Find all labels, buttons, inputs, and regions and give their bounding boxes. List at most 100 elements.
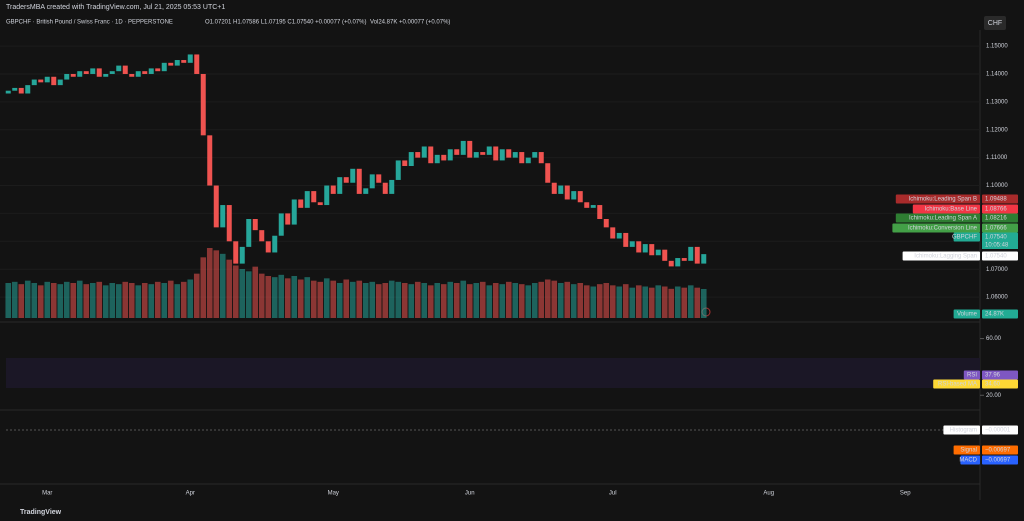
volume-bar	[434, 283, 441, 318]
candle-body	[311, 191, 317, 203]
indicator-name: Ichimoku:Leading Span B	[909, 197, 977, 203]
volume-bar	[128, 283, 135, 318]
candle-body	[603, 218, 609, 228]
volume-bar	[421, 283, 428, 318]
candle-body	[532, 152, 538, 158]
volume-bar	[83, 284, 90, 318]
indicator-name: MACD	[959, 458, 977, 464]
rsi-tick-label: 20.00	[986, 393, 1002, 399]
candle-body	[681, 258, 687, 261]
candle-body	[395, 160, 401, 180]
x-tick-label: Apr	[186, 491, 195, 497]
candle-body	[272, 235, 278, 253]
x-tick-label: Sep	[900, 491, 911, 497]
candle-body	[571, 191, 577, 200]
indicator-value: 1.07540	[985, 235, 1007, 241]
volume-bar	[590, 286, 597, 318]
candle-body	[701, 254, 707, 264]
indicator-value: 34.60	[985, 382, 1001, 388]
y-tick-label: 1.15000	[986, 44, 1008, 50]
candle-body	[434, 154, 440, 164]
indicator-name-box	[943, 425, 980, 435]
volume-bar	[622, 284, 629, 318]
candle-body	[369, 174, 375, 189]
indicator-value: 1.07666	[985, 226, 1007, 232]
indicator-name: Volume	[957, 312, 978, 318]
volume-bar	[538, 281, 545, 318]
candle-body	[636, 241, 642, 253]
y-tick-label: 1.12000	[986, 127, 1008, 133]
volume-bar	[687, 285, 694, 318]
volume-bar	[486, 285, 493, 318]
x-tick-label: Jul	[609, 491, 617, 497]
volume-bar	[655, 285, 662, 318]
candle-body	[337, 177, 343, 194]
candle-body	[187, 54, 193, 63]
candle-body	[402, 160, 408, 167]
brand: TradingView	[20, 509, 62, 516]
volume-bar	[427, 285, 434, 318]
volume-bar	[187, 279, 194, 318]
candle-body	[558, 185, 564, 194]
indicator-value: 1.08766	[985, 207, 1007, 213]
volume-bar	[219, 253, 226, 318]
currency-box[interactable]	[984, 16, 1006, 30]
candle-body	[389, 179, 395, 194]
candle-body	[590, 205, 596, 208]
candle-body	[694, 246, 700, 264]
volume-bar	[375, 284, 382, 318]
indicator-name: Ichimoku:Base Line	[925, 207, 978, 213]
volume-bar	[148, 284, 155, 318]
volume-bar	[24, 280, 31, 318]
indicator-name-box	[953, 309, 980, 319]
volume-bar	[395, 281, 402, 318]
volume-bar	[278, 274, 285, 318]
indicator-value: 1.09488	[985, 197, 1007, 203]
indicator-value-box	[982, 309, 1018, 319]
indicator-value: −0.00697	[985, 448, 1011, 454]
candle-body	[538, 152, 544, 164]
volume-bar	[694, 287, 701, 318]
candle-body	[161, 62, 167, 72]
volume-bar	[245, 271, 252, 318]
volume-bar	[505, 281, 512, 318]
volume-bar	[609, 285, 616, 318]
credit: TradersMBA created with TradingView.com,…	[6, 4, 225, 11]
candle-body	[31, 79, 37, 86]
candle-body	[688, 246, 694, 261]
volume-bar	[102, 285, 109, 318]
candle-body	[460, 140, 466, 155]
symbol: GBPCHF · British Pound / Swiss Franc · 1…	[6, 20, 173, 26]
volume-bar	[531, 283, 538, 318]
candle-body	[90, 68, 96, 74]
candle-body	[649, 244, 655, 256]
volume-bar	[642, 286, 649, 318]
candle-body	[109, 71, 115, 74]
currency[interactable]: CHF	[988, 20, 1002, 27]
indicator-name-box	[953, 232, 980, 242]
candle-body	[330, 185, 336, 194]
candle-body	[252, 218, 258, 231]
indicator-name: RSI-based MA	[938, 382, 977, 388]
volume-bar	[648, 287, 655, 318]
candle-body	[103, 73, 109, 77]
volume-bar	[213, 250, 220, 318]
candle-body	[122, 65, 128, 74]
volume-bar	[401, 283, 408, 318]
candle-body	[77, 71, 83, 77]
candle-body	[38, 79, 44, 83]
indicator-name: Ichimoku:Lagging Span	[914, 254, 977, 260]
candle-body	[181, 60, 187, 63]
volume-bar	[700, 288, 707, 318]
countdown: 10:05:48	[985, 243, 1009, 249]
volume-header: Vol24.87K +0.00077 (+0.07%)	[370, 20, 450, 26]
volume-bar	[492, 283, 499, 318]
volume-bar	[239, 269, 246, 318]
candle-body	[473, 152, 479, 158]
candle-body	[408, 152, 414, 167]
footer	[0, 503, 1024, 521]
volume-bar	[453, 283, 460, 318]
candle-body	[642, 244, 648, 253]
volume-bar	[466, 284, 473, 318]
candle-body	[512, 152, 518, 158]
